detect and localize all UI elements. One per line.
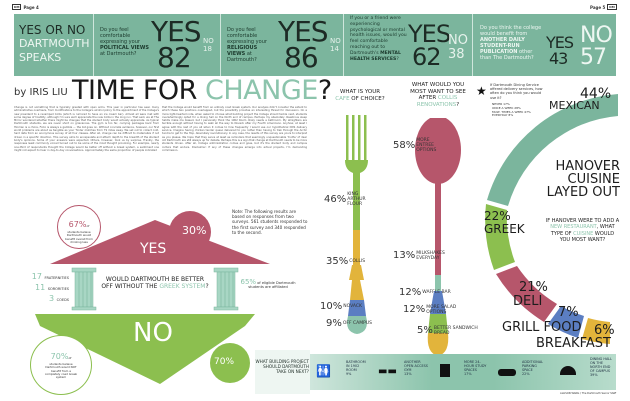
cuisine-pct-greek: 22% — [484, 209, 511, 223]
page-number-right: Page 5 — [590, 4, 606, 10]
dumbbell-icon: ▬▬ — [378, 366, 397, 377]
cuisine-arc-chart — [485, 94, 618, 344]
restroom-icon: 🚻 — [316, 364, 331, 378]
no-label: NO — [203, 37, 214, 45]
no-value: 57 — [580, 45, 607, 70]
collis-title: WHAT WOULD YOU MOST WANT TO SEE AFTER CO… — [410, 82, 466, 108]
dartmouth-logo-icon: DM — [12, 4, 22, 10]
cuisine-label-mexican: MEXICAN — [549, 99, 600, 112]
fork-chart-icon — [345, 115, 368, 280]
count-fraternities: 17 FRATERNITIES — [31, 272, 69, 281]
collis-item: 13% MILKSHAKES EVERYDAY — [393, 250, 445, 261]
question-text: Do you feel comfortable expressing your … — [227, 27, 267, 63]
cafe-item: 35% COLLIS — [326, 256, 366, 267]
greek-yes-pct: 30% — [182, 224, 207, 237]
greek-question: WOULD DARTMOUTH BE BETTER OFF WITHOUT TH… — [101, 276, 209, 290]
coed-pct: 70% — [50, 352, 69, 361]
survey-note: Note: The following results are based on… — [232, 209, 308, 235]
cuisine-question: IF HANOVER WERE TO ADD A NEW RESTAURANT,… — [545, 218, 620, 244]
cuisine-title: HANOVER CUISINE LAYED OUT — [546, 159, 620, 200]
yes-label: YES — [151, 15, 202, 48]
no-label: NO — [330, 37, 341, 45]
building-item: BATHROOM IN 1902 ROOM 9% — [346, 360, 366, 376]
affiliated-stat: 65% of eligible Dartmouth students are a… — [240, 278, 296, 290]
page-number-left: Page 4 — [23, 4, 39, 10]
yes-value: 82 — [157, 41, 192, 74]
cuisine-label-breakfast: BREAKFAST — [536, 336, 611, 351]
building-item: DINING HALL ON THE NORTH END OF CAMPUS 39… — [590, 357, 613, 377]
greek-no-pct: 70% — [214, 357, 235, 367]
collis-item: 58% MORE ENTREE OPTIONS — [393, 138, 437, 153]
drinking-stat-circle: 67%of students believe Dartmouth would b… — [57, 205, 101, 249]
car-icon — [498, 369, 516, 376]
cafe-item: 9% OFF CAMPUS — [326, 318, 372, 329]
building-item: ANOTHER OPEN ACCESS GYM 13% — [404, 360, 428, 376]
yes-label: YES — [546, 33, 574, 52]
drinking-pct: 67% — [68, 220, 87, 229]
article-headline: TIME FOR CHANGE? — [72, 75, 332, 106]
yes-value: 86 — [284, 41, 319, 74]
question-text: Do you feel comfortable expressing your … — [100, 27, 149, 57]
page-header-left: DM Page 4 — [12, 4, 39, 10]
delivery-answers: NEVER 17% ONCE A WEEK 28% MULT. TIMES A … — [492, 102, 531, 118]
no-value: 18 — [203, 45, 212, 53]
count-sororities: 11 SORORITIES — [35, 283, 69, 292]
coed-stat-circle: 70%of students believe Dartmouth would N… — [30, 335, 92, 395]
no-value: 38 — [448, 47, 465, 62]
drinking-text: students believe Dartmouth would benefit… — [65, 230, 93, 244]
building-question: WHAT BUILDING PROJECT SHOULD DARTMOUTH T… — [255, 359, 310, 374]
question-text: If you or a friend were experiencing psy… — [350, 16, 407, 62]
yes-label: YES — [408, 20, 451, 48]
article-column-1: Change is not something that is typicall… — [14, 106, 159, 152]
cafe-title: WHAT IS YOUR CAFE OF CHOICE? — [335, 89, 385, 102]
building-item: MORE 24-HOUR STUDY SPACES 17% — [464, 360, 487, 376]
cafe-item: 10% NOVACK — [320, 301, 362, 312]
banner-question-publication: Do you think the college would benefit f… — [474, 14, 616, 76]
building-item: ADDITIONAL PARKING SPACE 22% — [522, 360, 544, 376]
cuisine-label-deli: DELI — [513, 294, 543, 309]
cuisine-pct-mexican: 44% — [580, 86, 612, 102]
no-value: 14 — [330, 45, 339, 53]
banner-title-line2: DARTMOUTH — [19, 37, 90, 50]
article-column-2: that the College would benefit from an e… — [162, 106, 307, 152]
yes-label: YES — [278, 15, 329, 48]
yes-value: 62 — [412, 43, 442, 71]
banner-question-religious: Do you feel comfortable expressing your … — [222, 14, 344, 76]
star-icon: ★ — [476, 84, 487, 98]
greek-no-label: NO — [133, 318, 173, 348]
greek-system-graphic — [35, 211, 310, 394]
banner-title-line1: YES OR NO — [19, 23, 86, 37]
dartmouth-logo-icon: DM — [607, 4, 617, 10]
cuisine-pct-grill: 7% — [558, 305, 579, 320]
cuisine-pct-deli: 21% — [519, 280, 548, 295]
photo-credit: ALLISON WANG / The Dartmouth Senior Staf… — [560, 392, 617, 395]
byline: by IRIS LIU — [14, 87, 68, 98]
cuisine-label-grill: GRILL FOOD — [502, 320, 582, 335]
collis-item: 12% MORE SALAD OPTIONS — [403, 304, 457, 315]
fork-handle-bottom — [347, 280, 367, 334]
delivery-question: If Dartmouth Dining Service offered deli… — [490, 83, 543, 100]
banner-question-mental-health: If you or a friend were experiencing psy… — [345, 14, 473, 76]
notebook-pencil-icon — [440, 364, 450, 377]
yes-no-banner: YES OR NO DARTMOUTH SPEAKS Do you feel c… — [14, 14, 616, 76]
banner-question-political: Do you feel comfortable expressing your … — [95, 14, 221, 76]
page-header-right: Page 5 DM — [590, 4, 617, 10]
coed-text: students believe Dartmouth would NOT ben… — [44, 362, 78, 380]
count-coeds: 3 COEDS — [49, 294, 69, 303]
no-label: NO — [448, 33, 468, 48]
greek-counts: 17 FRATERNITIES 11 SORORITIES 3 COEDS — [17, 272, 69, 305]
cafe-item: 46% KING ARTHUR FLOUR — [324, 192, 366, 207]
spoon-chart-icon — [415, 118, 461, 356]
collis-item: 5% BETTER SANDWICH BREAD — [417, 325, 478, 336]
no-label: NO — [580, 23, 613, 48]
greek-yes-label: YES — [140, 241, 167, 257]
collis-item: 12% WAFFLE BAR — [399, 287, 451, 298]
banner-title-cell: YES OR NO DARTMOUTH SPEAKS — [14, 14, 94, 76]
banner-title-line3: SPEAKS — [19, 51, 62, 64]
cuisine-pct-breakfast: 6% — [594, 323, 615, 338]
question-text: Do you think the college would benefit f… — [480, 25, 542, 61]
yes-value: 43 — [549, 49, 568, 68]
food-cloche-icon — [560, 366, 576, 375]
cuisine-label-greek: GREEK — [484, 222, 525, 236]
